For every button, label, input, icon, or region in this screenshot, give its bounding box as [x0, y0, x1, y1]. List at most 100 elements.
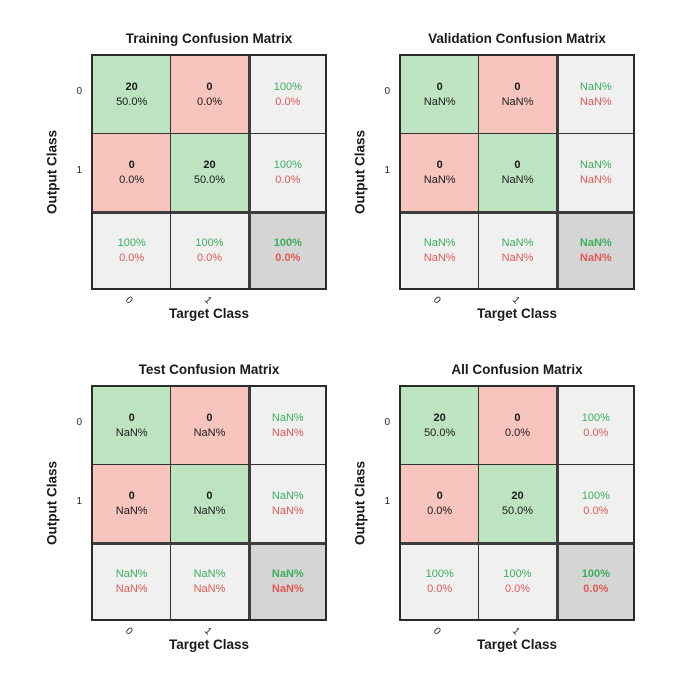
summary-bad: NaN%	[115, 583, 148, 596]
summary-bad: 0.0%	[583, 504, 609, 517]
cell-count: 0	[206, 81, 213, 94]
cell-count: 0	[128, 412, 135, 425]
cell-percent: 50.0%	[424, 427, 456, 440]
cell-count: 20	[203, 158, 216, 171]
cell-r2c2-total: 100% 0.0%	[247, 210, 325, 288]
x-tick-1: 1	[509, 625, 522, 638]
cell-count: 0	[128, 489, 135, 502]
summary-good: 100%	[273, 158, 302, 171]
cell-count: 0	[206, 412, 213, 425]
cell-r1c1: 0 NaN%	[170, 464, 248, 542]
cell-r0c2-row-summary: 100% 0.0%	[555, 387, 633, 465]
cell-percent: NaN%	[115, 504, 148, 517]
summary-bad: NaN%	[271, 583, 304, 596]
cell-count: 0	[436, 81, 443, 94]
cell-r0c1: 0 NaN%	[170, 387, 248, 465]
cell-percent: 0.0%	[427, 504, 453, 517]
summary-bad: NaN%	[271, 504, 304, 517]
summary-bad: NaN%	[423, 252, 456, 265]
summary-good: NaN%	[271, 568, 304, 581]
summary-good: 100%	[581, 412, 610, 425]
cell-count: 0	[436, 489, 443, 502]
cell-count: 20	[125, 81, 138, 94]
summary-good: 100%	[195, 237, 224, 250]
cell-r2c0-col-summary: 100% 0.0%	[401, 541, 479, 619]
y-axis-label: Output Class	[352, 129, 368, 215]
cell-percent: NaN%	[193, 427, 226, 440]
summary-good: NaN%	[115, 568, 148, 581]
cell-r2c1-col-summary: 100% 0.0%	[170, 210, 248, 288]
cell-percent: NaN%	[193, 504, 226, 517]
y-axis-label: Output Class	[44, 129, 60, 215]
summary-good: NaN%	[501, 237, 534, 250]
cell-r1c1: 20 50.0%	[170, 133, 248, 211]
summary-bad: NaN%	[579, 96, 612, 109]
summary-bad: 0.0%	[196, 252, 223, 265]
cell-r2c1-col-summary: NaN% NaN%	[478, 210, 556, 288]
cell-percent: NaN%	[423, 173, 456, 186]
y-tick-1: 1	[384, 165, 390, 176]
summary-bad: NaN%	[193, 583, 226, 596]
cell-count: 20	[433, 412, 446, 425]
summary-bad: NaN%	[579, 173, 612, 186]
cell-r1c0: 0 NaN%	[401, 133, 479, 211]
x-axis-label: Target Class	[168, 306, 250, 321]
cell-r2c2-total: NaN% NaN%	[555, 210, 633, 288]
cell-r0c0: 20 50.0%	[401, 387, 479, 465]
cell-r0c0: 0 NaN%	[93, 387, 171, 465]
cell-r2c0-col-summary: NaN% NaN%	[93, 541, 171, 619]
summary-good: 100%	[425, 568, 454, 581]
subplot-all: All Confusion Matrix Output Class 0 1 20…	[308, 331, 658, 681]
y-tick-0: 0	[384, 417, 390, 428]
cell-r2c1-col-summary: 100% 0.0%	[478, 541, 556, 619]
confusion-grid: 0 NaN% 0 NaN% NaN% NaN% 0 NaN% 0 NaN% NaN% NaN…	[91, 385, 327, 621]
cell-count: 0	[514, 81, 521, 94]
summary-good: 100%	[581, 568, 610, 581]
y-axis-label: Output Class	[44, 460, 60, 546]
cell-percent: 0.0%	[196, 96, 223, 109]
cell-percent: NaN%	[501, 96, 534, 109]
cell-r0c2-row-summary: 100% 0.0%	[247, 56, 325, 134]
cell-r2c2-total: 100% 0.0%	[555, 541, 633, 619]
x-tick-1: 1	[509, 294, 522, 307]
cell-r1c1: 20 50.0%	[478, 464, 556, 542]
summary-good: NaN%	[271, 489, 304, 502]
y-tick-0: 0	[76, 417, 82, 428]
subplot-title: Training Confusion Matrix	[125, 31, 293, 46]
cell-percent: 50.0%	[501, 504, 534, 517]
confusion-grid: 20 50.0% 0 0.0% 100% 0.0% 0 0.0% 20 50.0% 100…	[91, 54, 327, 290]
summary-bad: NaN%	[579, 252, 612, 265]
summary-good: 100%	[503, 568, 532, 581]
summary-bad: 0.0%	[275, 252, 301, 265]
cell-count: 20	[511, 489, 524, 502]
cell-percent: NaN%	[501, 173, 534, 186]
confusion-grid: 0 NaN% 0 NaN% NaN% NaN% 0 NaN% 0 NaN% NaN% NaN…	[399, 54, 635, 290]
cell-percent: 50.0%	[193, 173, 226, 186]
subplot-title: Validation Confusion Matrix	[428, 31, 606, 46]
subplot-title: Test Confusion Matrix	[138, 362, 280, 377]
cell-r0c0: 0 NaN%	[401, 56, 479, 134]
subplot-training: Training Confusion Matrix Output Class 0…	[0, 0, 350, 350]
cell-r2c0-col-summary: NaN% NaN%	[401, 210, 479, 288]
cell-percent: 0.0%	[504, 427, 531, 440]
x-tick-1: 1	[201, 294, 214, 307]
subplot-validation: Validation Confusion Matrix Output Class…	[308, 0, 658, 350]
subplot-test: Test Confusion Matrix Output Class 0 1 0…	[0, 331, 350, 681]
cell-r0c1: 0 0.0%	[170, 56, 248, 134]
y-tick-1: 1	[384, 496, 390, 507]
cell-count: 0	[514, 412, 521, 425]
x-tick-0: 0	[430, 294, 443, 307]
cell-r1c0: 0 NaN%	[93, 464, 171, 542]
summary-good: NaN%	[271, 412, 304, 425]
cell-r1c0: 0 0.0%	[401, 464, 479, 542]
cell-count: 0	[206, 489, 213, 502]
summary-good: NaN%	[579, 158, 612, 171]
x-axis-label: Target Class	[168, 637, 250, 652]
cell-percent: 0.0%	[119, 173, 145, 186]
y-tick-0: 0	[384, 86, 390, 97]
cell-r1c2-row-summary: NaN% NaN%	[247, 464, 325, 542]
summary-bad: 0.0%	[583, 427, 609, 440]
cell-r0c1: 0 NaN%	[478, 56, 556, 134]
summary-good: NaN%	[579, 81, 612, 94]
